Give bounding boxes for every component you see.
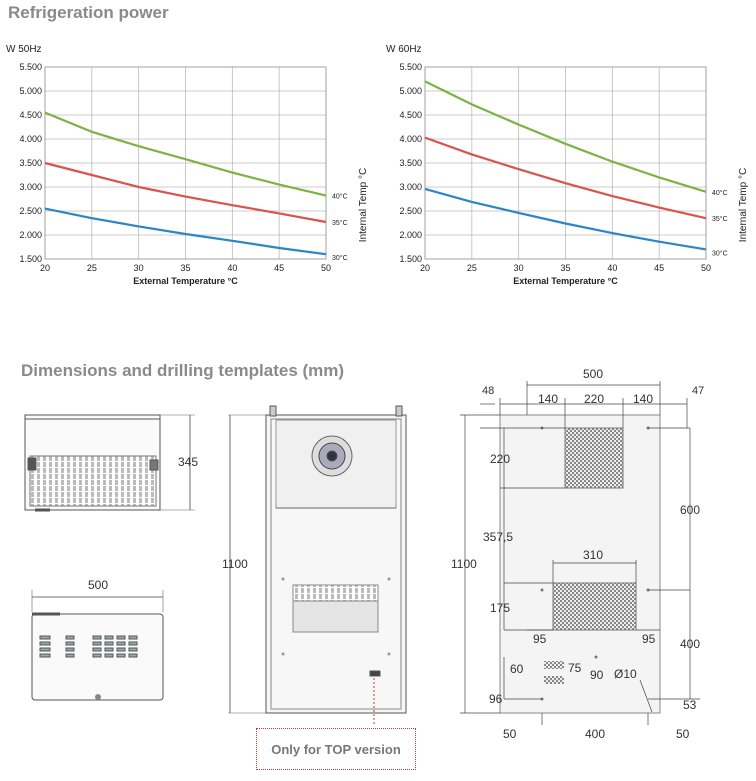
- y-tick-label: 3.000: [399, 182, 422, 192]
- dim-bottom-50-left: 50: [503, 727, 517, 741]
- dim-right-400: 400: [680, 637, 701, 651]
- x-tick-label: 35: [180, 263, 190, 273]
- y-tick-label: 2.000: [399, 230, 422, 240]
- x-tick-label: 25: [87, 263, 97, 273]
- dim-left-96: 96: [489, 692, 503, 706]
- y-axis-label: Internal Temp °C: [358, 168, 369, 242]
- dim-side-depth: 345: [178, 455, 199, 469]
- dim-right-offset: 47: [692, 385, 705, 397]
- y-tick-label: 5.500: [399, 62, 422, 72]
- y-tick-label: 4.500: [19, 110, 42, 120]
- x-tick-label: 50: [701, 263, 711, 273]
- dim-bottom-width: 500: [88, 578, 109, 592]
- dim-spacing-140-right: 140: [633, 392, 654, 406]
- dim-template-height: 1100: [451, 557, 477, 571]
- y-tick-label: 4.500: [399, 110, 422, 120]
- y-tick-label: 3.500: [399, 158, 422, 168]
- x-axis-label: External Temperature °C: [133, 276, 238, 286]
- series-line-30: [424, 187, 707, 251]
- x-tick-label: 50: [321, 263, 331, 273]
- dimensions-title: Dimensions and drilling templates (mm): [21, 361, 345, 380]
- dim-front-height: 1100: [222, 557, 248, 571]
- y-tick-label: 5.000: [399, 86, 422, 96]
- y-tick-label: 2.000: [19, 230, 42, 240]
- series-line-35: [44, 161, 327, 224]
- y-tick-label: 2.500: [399, 206, 422, 216]
- dim-spacing-140-left: 140: [538, 392, 559, 406]
- dimension-drawings: [24, 381, 700, 725]
- dim-bottom-400: 400: [585, 727, 606, 741]
- y-tick-label: 3.000: [19, 182, 42, 192]
- x-tick-label: 30: [514, 263, 524, 273]
- x-tick-label: 40: [227, 263, 237, 273]
- top-version-note-text: Only for TOP version: [271, 741, 401, 757]
- x-tick-label: 35: [560, 263, 570, 273]
- dim-upper-cutout-height: 220: [490, 452, 511, 466]
- y-tick-label: 4.000: [19, 134, 42, 144]
- x-tick-label: 30: [134, 263, 144, 273]
- y-tick-label: 1.500: [19, 254, 42, 264]
- dim-right-600: 600: [680, 503, 701, 517]
- x-tick-label: 20: [40, 263, 50, 273]
- x-tick-label: 45: [654, 263, 664, 273]
- chart-unit-label: W 50Hz: [6, 44, 42, 55]
- top-version-note: Only for TOP version: [256, 728, 416, 770]
- y-tick-label: 1.500: [399, 254, 422, 264]
- series-line-30: [44, 207, 327, 256]
- dim-mid-spacing: 357,5: [483, 530, 514, 544]
- x-tick-label: 25: [467, 263, 477, 273]
- x-axis-label: External Temperature °C: [513, 276, 618, 286]
- front-view: [228, 405, 407, 725]
- y-tick-label: 5.500: [19, 62, 42, 72]
- x-tick-label: 20: [420, 263, 430, 273]
- series-label: 30°C: [332, 254, 348, 262]
- dim-template-width: 500: [583, 367, 604, 381]
- series-line-40: [44, 111, 327, 197]
- series-line-35: [424, 136, 707, 220]
- chart-50hz: W 50Hz 1.500 2.000 2.500 3.000 3.500 4.000 4.50…: [6, 44, 369, 286]
- y-tick-label: 5.000: [19, 86, 42, 96]
- chart-60hz: W 60Hz 1.500 2.000 2.500 3.000 3.500 4.000 4.50…: [386, 44, 749, 286]
- dim-small-60: 60: [510, 662, 524, 676]
- y-tick-label: 2.500: [19, 206, 42, 216]
- series-line-40: [424, 80, 707, 193]
- dim-left-offset: 48: [482, 385, 495, 397]
- x-tick-label: 40: [607, 263, 617, 273]
- chart-unit-label: W 60Hz: [386, 44, 422, 55]
- y-tick-label: 4.000: [399, 134, 422, 144]
- x-tick-label: 45: [274, 263, 284, 273]
- dim-small-90: 90: [590, 668, 604, 682]
- dim-bottom-50-right: 50: [676, 727, 690, 741]
- series-label: 40°C: [712, 189, 728, 197]
- series-label: 30°C: [712, 249, 728, 257]
- dim-right-53: 53: [683, 698, 697, 712]
- dim-lower-cutout-height: 175: [490, 601, 511, 615]
- dim-lower-right-95: 95: [642, 632, 656, 646]
- series-label: 35°C: [712, 215, 728, 223]
- dim-spacing-220: 220: [584, 392, 605, 406]
- y-tick-label: 3.500: [19, 158, 42, 168]
- series-label: 35°C: [332, 219, 348, 227]
- side-view: [24, 414, 195, 512]
- plot-frame: [424, 66, 707, 260]
- dim-small-75: 75: [568, 661, 582, 675]
- y-axis-label: Internal Temp °C: [738, 168, 749, 242]
- bottom-view: [31, 590, 164, 701]
- dim-lower-left-95: 95: [533, 632, 547, 646]
- refrigeration-title: Refrigeration power: [8, 3, 169, 22]
- dim-lower-cutout-width: 310: [583, 548, 604, 562]
- series-label: 40°C: [332, 193, 348, 201]
- dim-hole-diameter: Ø10: [614, 667, 637, 681]
- drilling-template: [460, 381, 700, 725]
